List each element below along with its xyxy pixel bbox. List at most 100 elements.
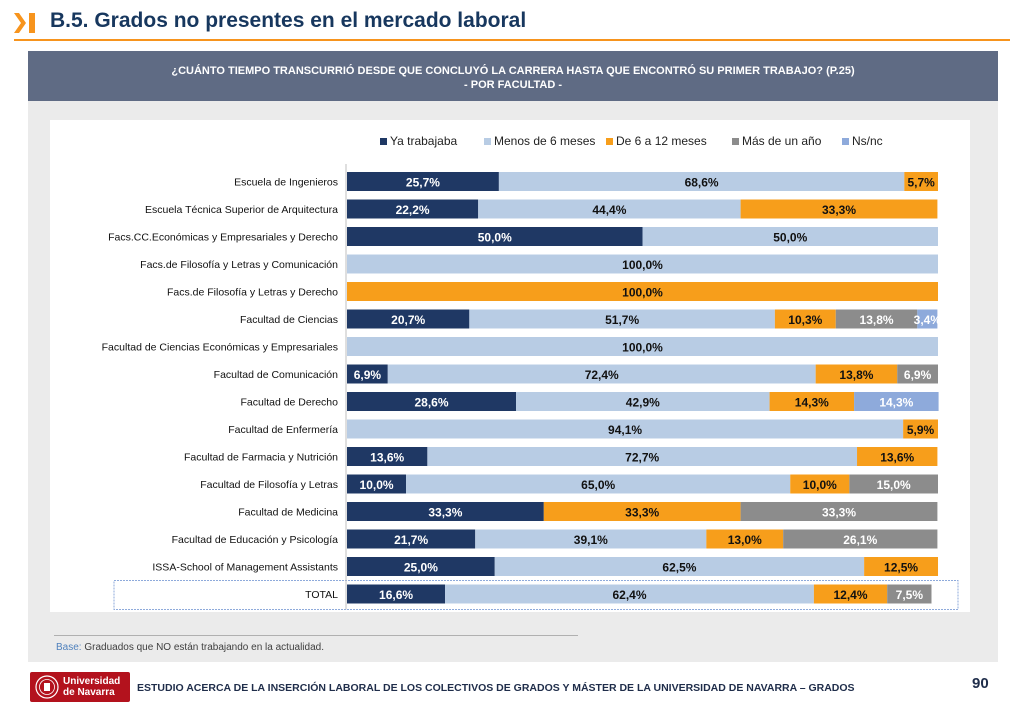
university-logo: Universidad de Navarra (30, 672, 130, 702)
bar-segment (469, 309, 775, 329)
category-label: Facultad de Ciencias Económicas y Empres… (102, 342, 338, 354)
bar-segment (347, 309, 470, 329)
bar-value-label: 44,4% (592, 203, 626, 217)
category-label: TOTAL (305, 589, 338, 601)
bar-segment (347, 502, 544, 521)
bar-segment (642, 227, 938, 246)
bar-value-label: 12,5% (884, 561, 918, 575)
category-label: Facultad de Farmacia y Nutrición (184, 452, 338, 464)
bar-value-label: 100,0% (622, 341, 663, 355)
bar-value-label: 33,3% (428, 506, 462, 520)
bar-segment (740, 502, 938, 521)
bar-value-label: 94,1% (608, 423, 642, 437)
category-label: Facultad de Comunicación (214, 369, 338, 381)
category-label: Escuela Técnica Superior de Arquitectura (145, 204, 338, 216)
logo-line-1: Universidad (63, 676, 121, 687)
bar-segment (478, 199, 741, 219)
legend-swatch-2 (606, 138, 613, 145)
bar-segment (516, 392, 770, 411)
bar-segment (347, 529, 476, 549)
bar-segment (347, 447, 428, 466)
bar-value-label: 16,6% (379, 588, 413, 602)
category-label: Facs.de Filosofía y Letras y Derecho (167, 287, 338, 299)
bar-value-label: 62,4% (612, 588, 646, 602)
bar-segment (783, 529, 938, 549)
university-seal-icon (35, 675, 59, 699)
bar-value-label: 10,0% (803, 478, 837, 492)
bar-value-label: 13,6% (880, 451, 914, 465)
category-label: Facs.de Filosofía y Letras y Comunicació… (140, 259, 338, 271)
page-header: B.5. Grados no presentes en el mercado l… (0, 0, 1024, 46)
total-row-highlight (113, 580, 959, 610)
bar-value-label: 10,3% (788, 313, 822, 327)
category-axis-labels: Escuela de Ingenieros Escuela Técnica Sup… (102, 164, 959, 610)
bar-segment (769, 392, 855, 411)
footer-title: ESTUDIO ACERCA DE LA INSERCIÓN LABORAL D… (137, 682, 855, 694)
bar-value-label: 22,2% (396, 203, 430, 217)
bar-value-label: 68,6% (685, 176, 719, 190)
bar-value-label: 26,1% (843, 533, 877, 547)
bar-segment (427, 447, 858, 466)
bar-segment (494, 557, 865, 576)
bar-segment (347, 474, 407, 494)
bar-value-label: 51,7% (605, 313, 639, 327)
bar-segment (406, 474, 791, 494)
bar-segment (857, 447, 938, 466)
bar-segment (706, 529, 784, 549)
legend-label-0: Ya trabajaba (390, 134, 457, 148)
bar-value-label: 50,0% (773, 231, 807, 245)
bar-segment (740, 199, 938, 219)
university-logo-text: Universidad de Navarra (63, 676, 129, 698)
bar-segment (475, 529, 707, 549)
bar-value-label: 10,0% (360, 478, 394, 492)
header-divider (14, 39, 1010, 41)
category-label: Escuela de Ingenieros (234, 177, 338, 189)
question-text: ¿CUÁNTO TIEMPO TRANSCURRIÓ DESDE QUE CON… (171, 65, 855, 77)
bar-value-label: 14,3% (795, 396, 829, 410)
bar-value-label: 14,3% (879, 396, 913, 410)
bar-value-label: 72,7% (625, 451, 659, 465)
question-banner: ¿CUÁNTO TIEMPO TRANSCURRIÓ DESDE QUE CON… (28, 51, 998, 101)
base-note-text: Graduados que NO están trabajando en la … (84, 642, 324, 653)
bar-segment (347, 557, 495, 576)
category-label: Facultad de Medicina (238, 507, 338, 519)
bar-value-label: 12,4% (834, 588, 868, 602)
chart-legend: Ya trabajaba Menos de 6 meses De 6 a 12 me… (380, 134, 883, 148)
bar-segment (347, 364, 388, 384)
category-label: Facultad de Derecho (241, 397, 339, 409)
bar-value-label: 13,8% (839, 368, 873, 382)
bar-value-label: 25,0% (404, 561, 438, 575)
bar-segment (815, 364, 898, 384)
bar-value-label: 7,5% (896, 588, 924, 602)
bar-segment (445, 584, 814, 604)
bar-segment (897, 364, 938, 384)
bar-value-label: 39,1% (574, 533, 608, 547)
bar-value-label: 5,7% (907, 176, 935, 190)
bar-value-label: 15,0% (877, 478, 911, 492)
bar-segment (774, 309, 836, 329)
bar-segment (347, 337, 938, 356)
category-label: Facultad de Enfermería (228, 424, 338, 436)
bar-value-label: 3,4% (914, 313, 942, 327)
bar-value-label: 33,3% (822, 203, 856, 217)
base-note: Base: Graduados que NO están trabajando … (56, 642, 324, 653)
category-label: Facs.CC.Económicas y Empresariales y Der… (108, 232, 338, 244)
legend-label-2: De 6 a 12 meses (616, 134, 707, 148)
bar-segment (347, 584, 446, 604)
bar-segment (347, 419, 904, 439)
bar-segment (347, 172, 499, 191)
bar-segment (387, 364, 816, 384)
bar-segment (347, 227, 643, 246)
stacked-bar-chart: Ya trabajaba Menos de 6 meses De 6 a 12 me… (102, 134, 959, 610)
bar-value-labels: 25,7% 68,6% 5,7% 22,2% 44,4% 33,3% 50,0% 50,0% 1… (354, 176, 942, 603)
bar-segment (864, 557, 939, 576)
category-label: ISSA-School of Management Assistants (152, 562, 338, 574)
bar-value-label: 21,7% (394, 533, 428, 547)
bar-value-label: 13,8% (860, 313, 894, 327)
bar-value-label: 72,4% (585, 368, 619, 382)
logo-line-2: de Navarra (63, 687, 115, 698)
bar-value-label: 62,5% (662, 561, 696, 575)
bar-segment (854, 392, 939, 411)
page-title: B.5. Grados no presentes en el mercado l… (50, 9, 527, 32)
bar-value-label: 100,0% (622, 258, 663, 272)
